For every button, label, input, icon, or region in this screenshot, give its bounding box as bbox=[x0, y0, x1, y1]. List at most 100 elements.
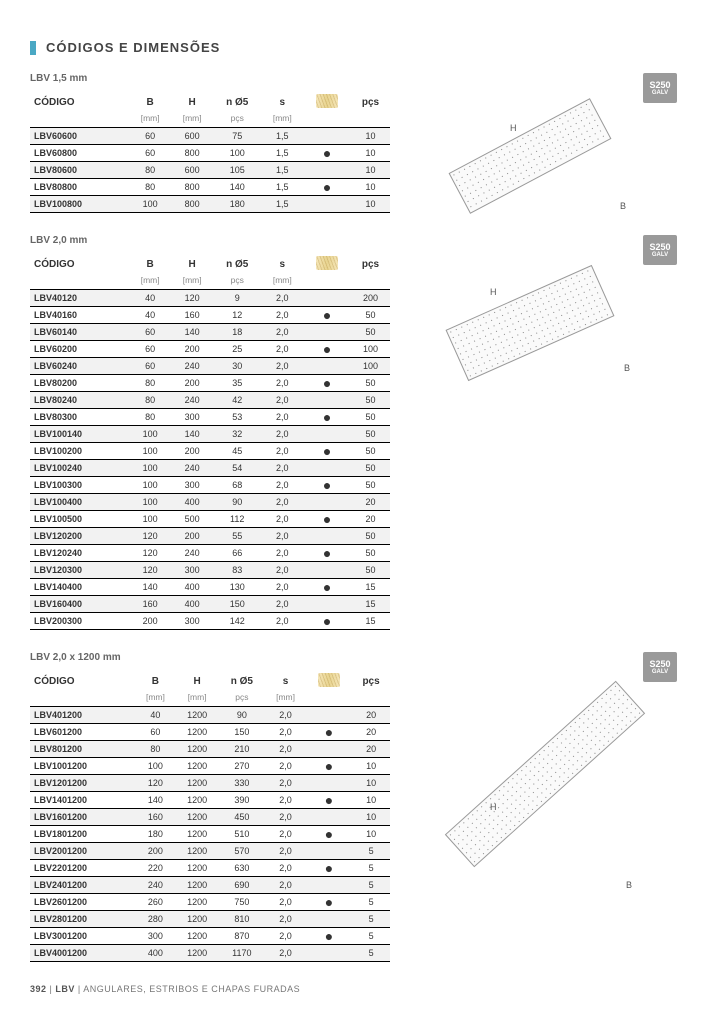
col-header-s: s bbox=[265, 669, 306, 692]
table-column: LBV 2,0 x 1200 mmCÓDIGOBHn Ø5spçs[mm][mm… bbox=[30, 652, 390, 962]
cell-p: 5 bbox=[352, 894, 390, 911]
cell-n: 90 bbox=[219, 707, 266, 724]
cell-b: 140 bbox=[135, 792, 176, 809]
cell-s: 2,0 bbox=[261, 443, 303, 460]
table-row: LBV100140100140322,050 bbox=[30, 426, 390, 443]
col-header-h: H bbox=[171, 252, 213, 275]
cell-n: 810 bbox=[219, 911, 266, 928]
cell-s: 2,0 bbox=[265, 707, 306, 724]
cell-h: 1200 bbox=[176, 894, 219, 911]
cell-s: 2,0 bbox=[261, 579, 303, 596]
cell-n: 1170 bbox=[219, 945, 266, 962]
cell-s: 2,0 bbox=[261, 477, 303, 494]
cell-c: LBV60140 bbox=[30, 324, 129, 341]
table-row: LBV100400100400902,020 bbox=[30, 494, 390, 511]
cell-c: LBV120240 bbox=[30, 545, 129, 562]
table-row: LBV220120022012006302,0●5 bbox=[30, 860, 390, 877]
plate-diagram bbox=[445, 681, 645, 868]
cell-c: LBV100140 bbox=[30, 426, 129, 443]
cell-h: 1200 bbox=[176, 775, 219, 792]
cell-p: 5 bbox=[352, 843, 390, 860]
diagram-column: S250GALVHB bbox=[410, 73, 677, 213]
cell-w bbox=[303, 392, 351, 409]
cell-c: LBV60800 bbox=[30, 145, 129, 162]
badge-line2: GALV bbox=[652, 90, 668, 96]
cell-w: ● bbox=[306, 758, 352, 775]
badge-line1: S250 bbox=[649, 659, 670, 669]
col-unit: [mm] bbox=[171, 113, 213, 128]
section-subhead: LBV 2,0 mm bbox=[30, 235, 390, 246]
cell-s: 2,0 bbox=[265, 860, 306, 877]
cell-p: 5 bbox=[352, 877, 390, 894]
cell-w: ● bbox=[303, 409, 351, 426]
cell-c: LBV1401200 bbox=[30, 792, 135, 809]
cell-p: 10 bbox=[352, 809, 390, 826]
cell-b: 80 bbox=[135, 741, 176, 758]
dim-label-b: B bbox=[626, 880, 632, 890]
cell-w bbox=[306, 843, 352, 860]
col-unit bbox=[30, 275, 129, 290]
cell-p: 20 bbox=[351, 511, 390, 528]
cell-n: 42 bbox=[213, 392, 261, 409]
cell-p: 50 bbox=[351, 375, 390, 392]
cell-h: 200 bbox=[171, 375, 213, 392]
cell-p: 20 bbox=[352, 724, 390, 741]
cell-h: 140 bbox=[171, 324, 213, 341]
table-row: LBV6060060600751,510 bbox=[30, 128, 390, 145]
cell-n: 83 bbox=[213, 562, 261, 579]
table-row: LBV60800608001001,5●10 bbox=[30, 145, 390, 162]
col-header-wood bbox=[306, 669, 352, 692]
cell-p: 10 bbox=[351, 196, 390, 213]
col-header-n: n Ø5 bbox=[213, 252, 261, 275]
cell-s: 1,5 bbox=[261, 196, 303, 213]
col-header-codigo: CÓDIGO bbox=[30, 252, 129, 275]
badge-line1: S250 bbox=[649, 242, 670, 252]
cell-n: 100 bbox=[213, 145, 261, 162]
cell-w bbox=[303, 426, 351, 443]
cell-s: 2,0 bbox=[265, 724, 306, 741]
cell-n: 90 bbox=[213, 494, 261, 511]
cell-b: 100 bbox=[129, 426, 171, 443]
cell-b: 60 bbox=[129, 341, 171, 358]
cell-b: 260 bbox=[135, 894, 176, 911]
cell-w: ● bbox=[303, 579, 351, 596]
cell-w: ● bbox=[303, 477, 351, 494]
table-row: LBV8030080300532,0●50 bbox=[30, 409, 390, 426]
cell-s: 2,0 bbox=[265, 894, 306, 911]
cell-b: 80 bbox=[129, 375, 171, 392]
cell-b: 100 bbox=[129, 443, 171, 460]
table-row: LBV4016040160122,0●50 bbox=[30, 307, 390, 324]
col-header-b: B bbox=[135, 669, 176, 692]
cell-h: 400 bbox=[171, 494, 213, 511]
wood-icon bbox=[316, 94, 338, 108]
cell-s: 2,0 bbox=[265, 928, 306, 945]
cell-b: 40 bbox=[135, 707, 176, 724]
cell-c: LBV601200 bbox=[30, 724, 135, 741]
col-unit: pçs bbox=[213, 113, 261, 128]
cell-s: 1,5 bbox=[261, 145, 303, 162]
table-row: LBV6012006012001502,0●20 bbox=[30, 724, 390, 741]
cell-b: 60 bbox=[129, 145, 171, 162]
cell-b: 80 bbox=[129, 162, 171, 179]
cell-s: 2,0 bbox=[261, 358, 303, 375]
cell-p: 5 bbox=[352, 928, 390, 945]
section: LBV 2,0 mmCÓDIGOBHn Ø5spçs[mm][mm]pçs[mm… bbox=[30, 235, 677, 630]
cell-b: 160 bbox=[129, 596, 171, 613]
cell-c: LBV160400 bbox=[30, 596, 129, 613]
dim-label-b: B bbox=[624, 363, 630, 373]
cell-c: LBV40160 bbox=[30, 307, 129, 324]
page-footer: 392 | LBV | ANGULARES, ESTRIBOS E CHAPAS… bbox=[30, 984, 677, 994]
col-header-h: H bbox=[171, 90, 213, 113]
footer-page-number: 392 bbox=[30, 984, 47, 994]
cell-n: 142 bbox=[213, 613, 261, 630]
cell-b: 300 bbox=[135, 928, 176, 945]
cell-p: 10 bbox=[351, 162, 390, 179]
cell-w bbox=[303, 162, 351, 179]
cell-h: 1200 bbox=[176, 758, 219, 775]
cell-w bbox=[306, 741, 352, 758]
cell-n: 12 bbox=[213, 307, 261, 324]
cell-c: LBV4001200 bbox=[30, 945, 135, 962]
dim-label-b: B bbox=[620, 201, 626, 211]
col-header-codigo: CÓDIGO bbox=[30, 90, 129, 113]
cell-s: 2,0 bbox=[261, 562, 303, 579]
